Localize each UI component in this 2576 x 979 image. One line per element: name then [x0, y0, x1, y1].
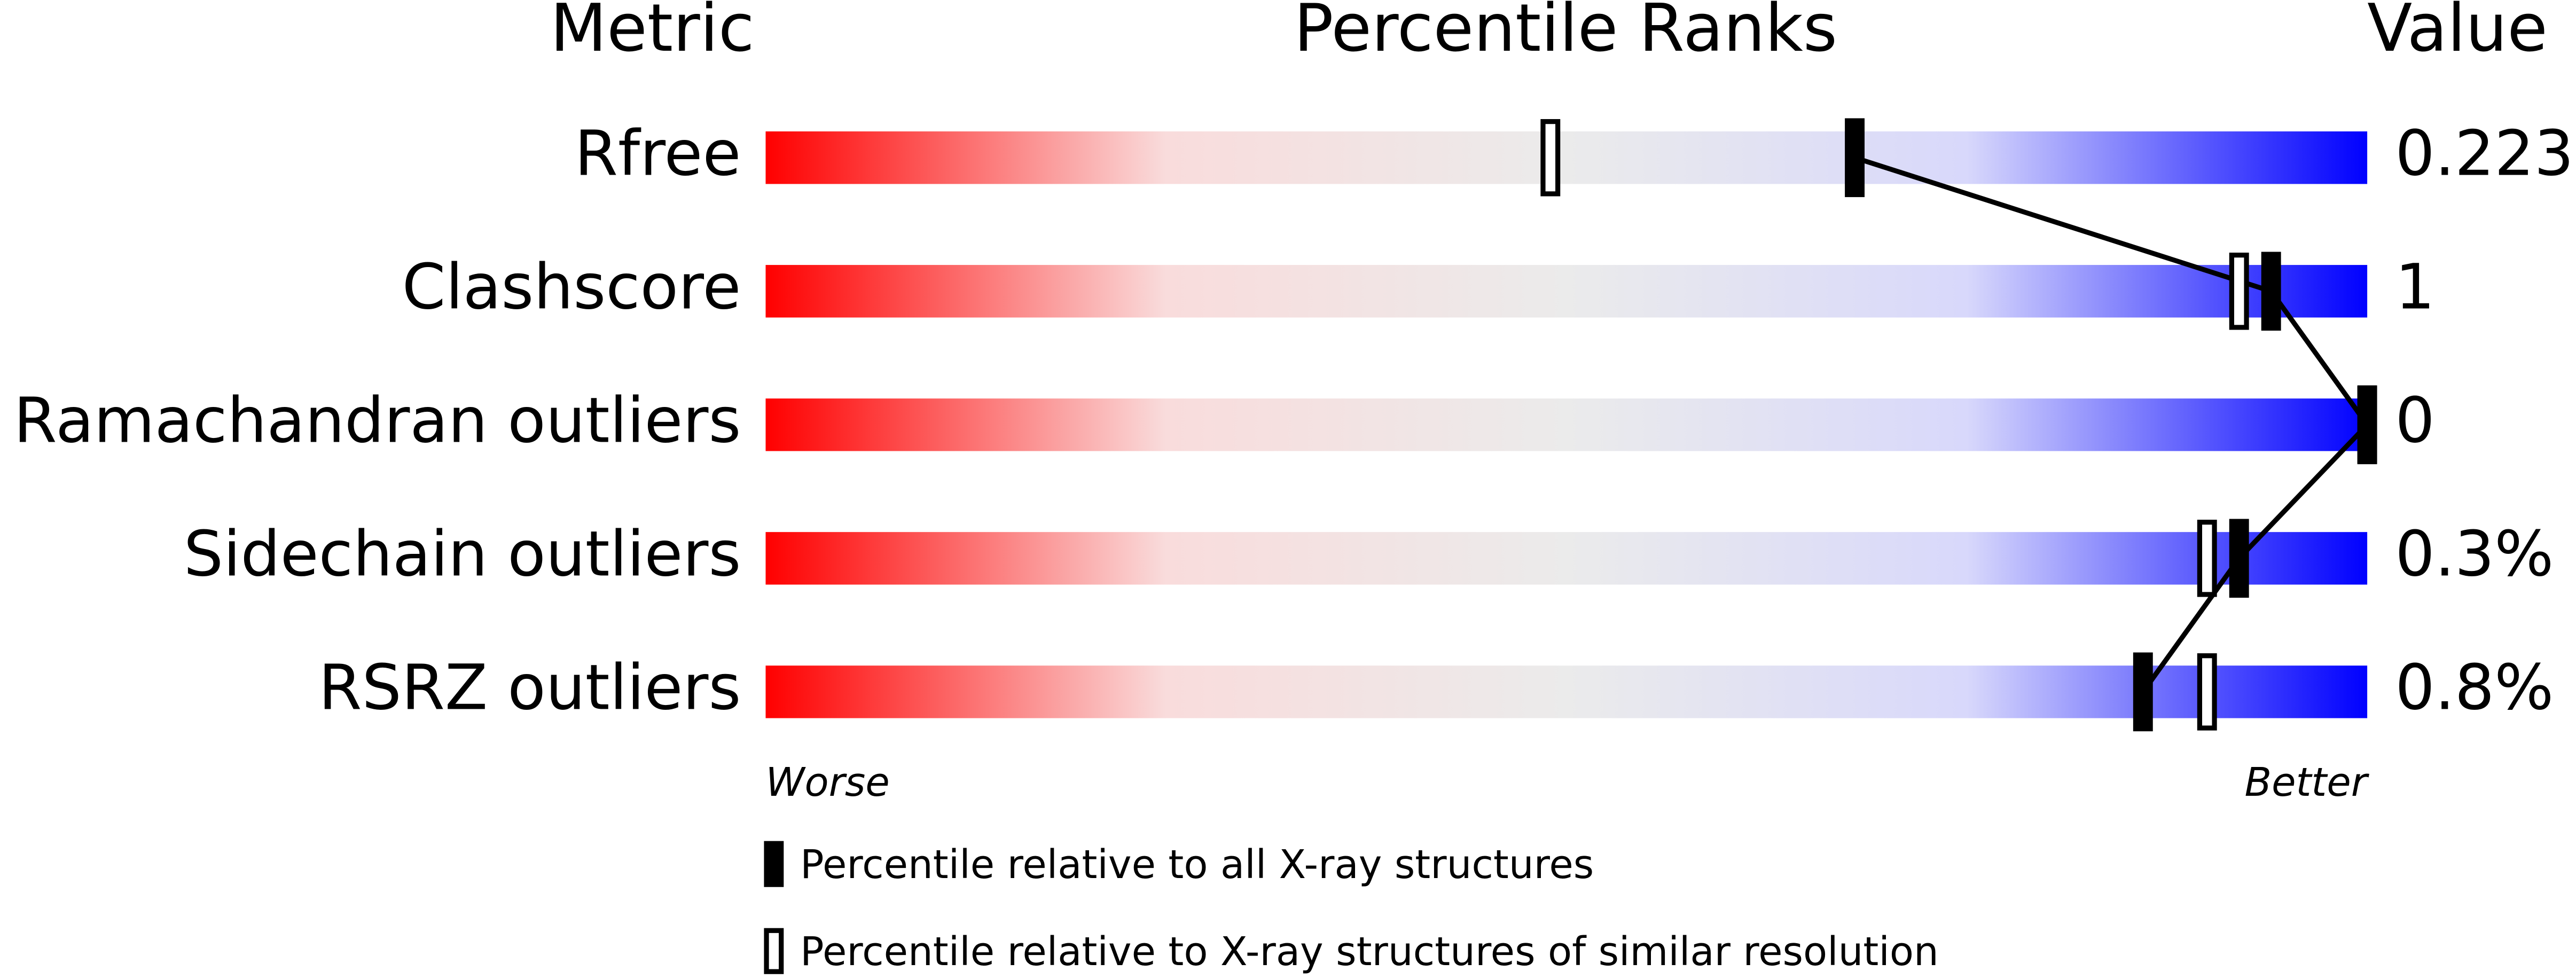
legend-label: Percentile relative to all X-ray structu…	[800, 842, 1594, 888]
percentile-marker-all	[2357, 385, 2377, 465]
percentile-bar	[765, 532, 2368, 585]
metric-value: 1	[2395, 251, 2434, 324]
percentile-bar	[765, 665, 2368, 718]
metric-label: Clashscore	[402, 251, 741, 324]
axis-label: Better	[2244, 759, 2369, 805]
percentile-bar	[765, 265, 2368, 318]
metric-value: 0.8%	[2395, 652, 2554, 724]
metric-label: Rfree	[575, 117, 741, 190]
metric-value: 0.223	[2395, 117, 2574, 190]
metric-label: Ramachandran outliers	[13, 385, 741, 457]
metric-label: RSRZ outliers	[318, 652, 741, 724]
percentile-marker-all	[2229, 519, 2249, 598]
column-header: Percentile Ranks	[1294, 0, 1837, 67]
legend-label: Percentile relative to X-ray structures …	[800, 929, 1939, 975]
percentile-marker-similar	[2229, 253, 2249, 330]
column-header: Value	[2367, 0, 2548, 67]
percentile-marker-similar	[2197, 520, 2217, 597]
metric-value: 0	[2395, 385, 2434, 457]
legend-marker	[764, 841, 784, 887]
percentile-bar	[765, 398, 2368, 451]
percentile-marker-all	[2133, 652, 2153, 732]
percentile-marker-similar	[2197, 653, 2217, 731]
legend-marker	[764, 928, 784, 974]
column-header: Metric	[550, 0, 754, 67]
metric-value: 0.3%	[2395, 518, 2554, 591]
percentile-marker-similar	[1540, 119, 1561, 197]
percentile-marker-all	[2261, 252, 2281, 331]
axis-label: Worse	[765, 759, 889, 805]
percentile-bar	[765, 131, 2368, 184]
percentile-marker-all	[1845, 118, 1865, 198]
metric-label: Sidechain outliers	[184, 518, 741, 591]
